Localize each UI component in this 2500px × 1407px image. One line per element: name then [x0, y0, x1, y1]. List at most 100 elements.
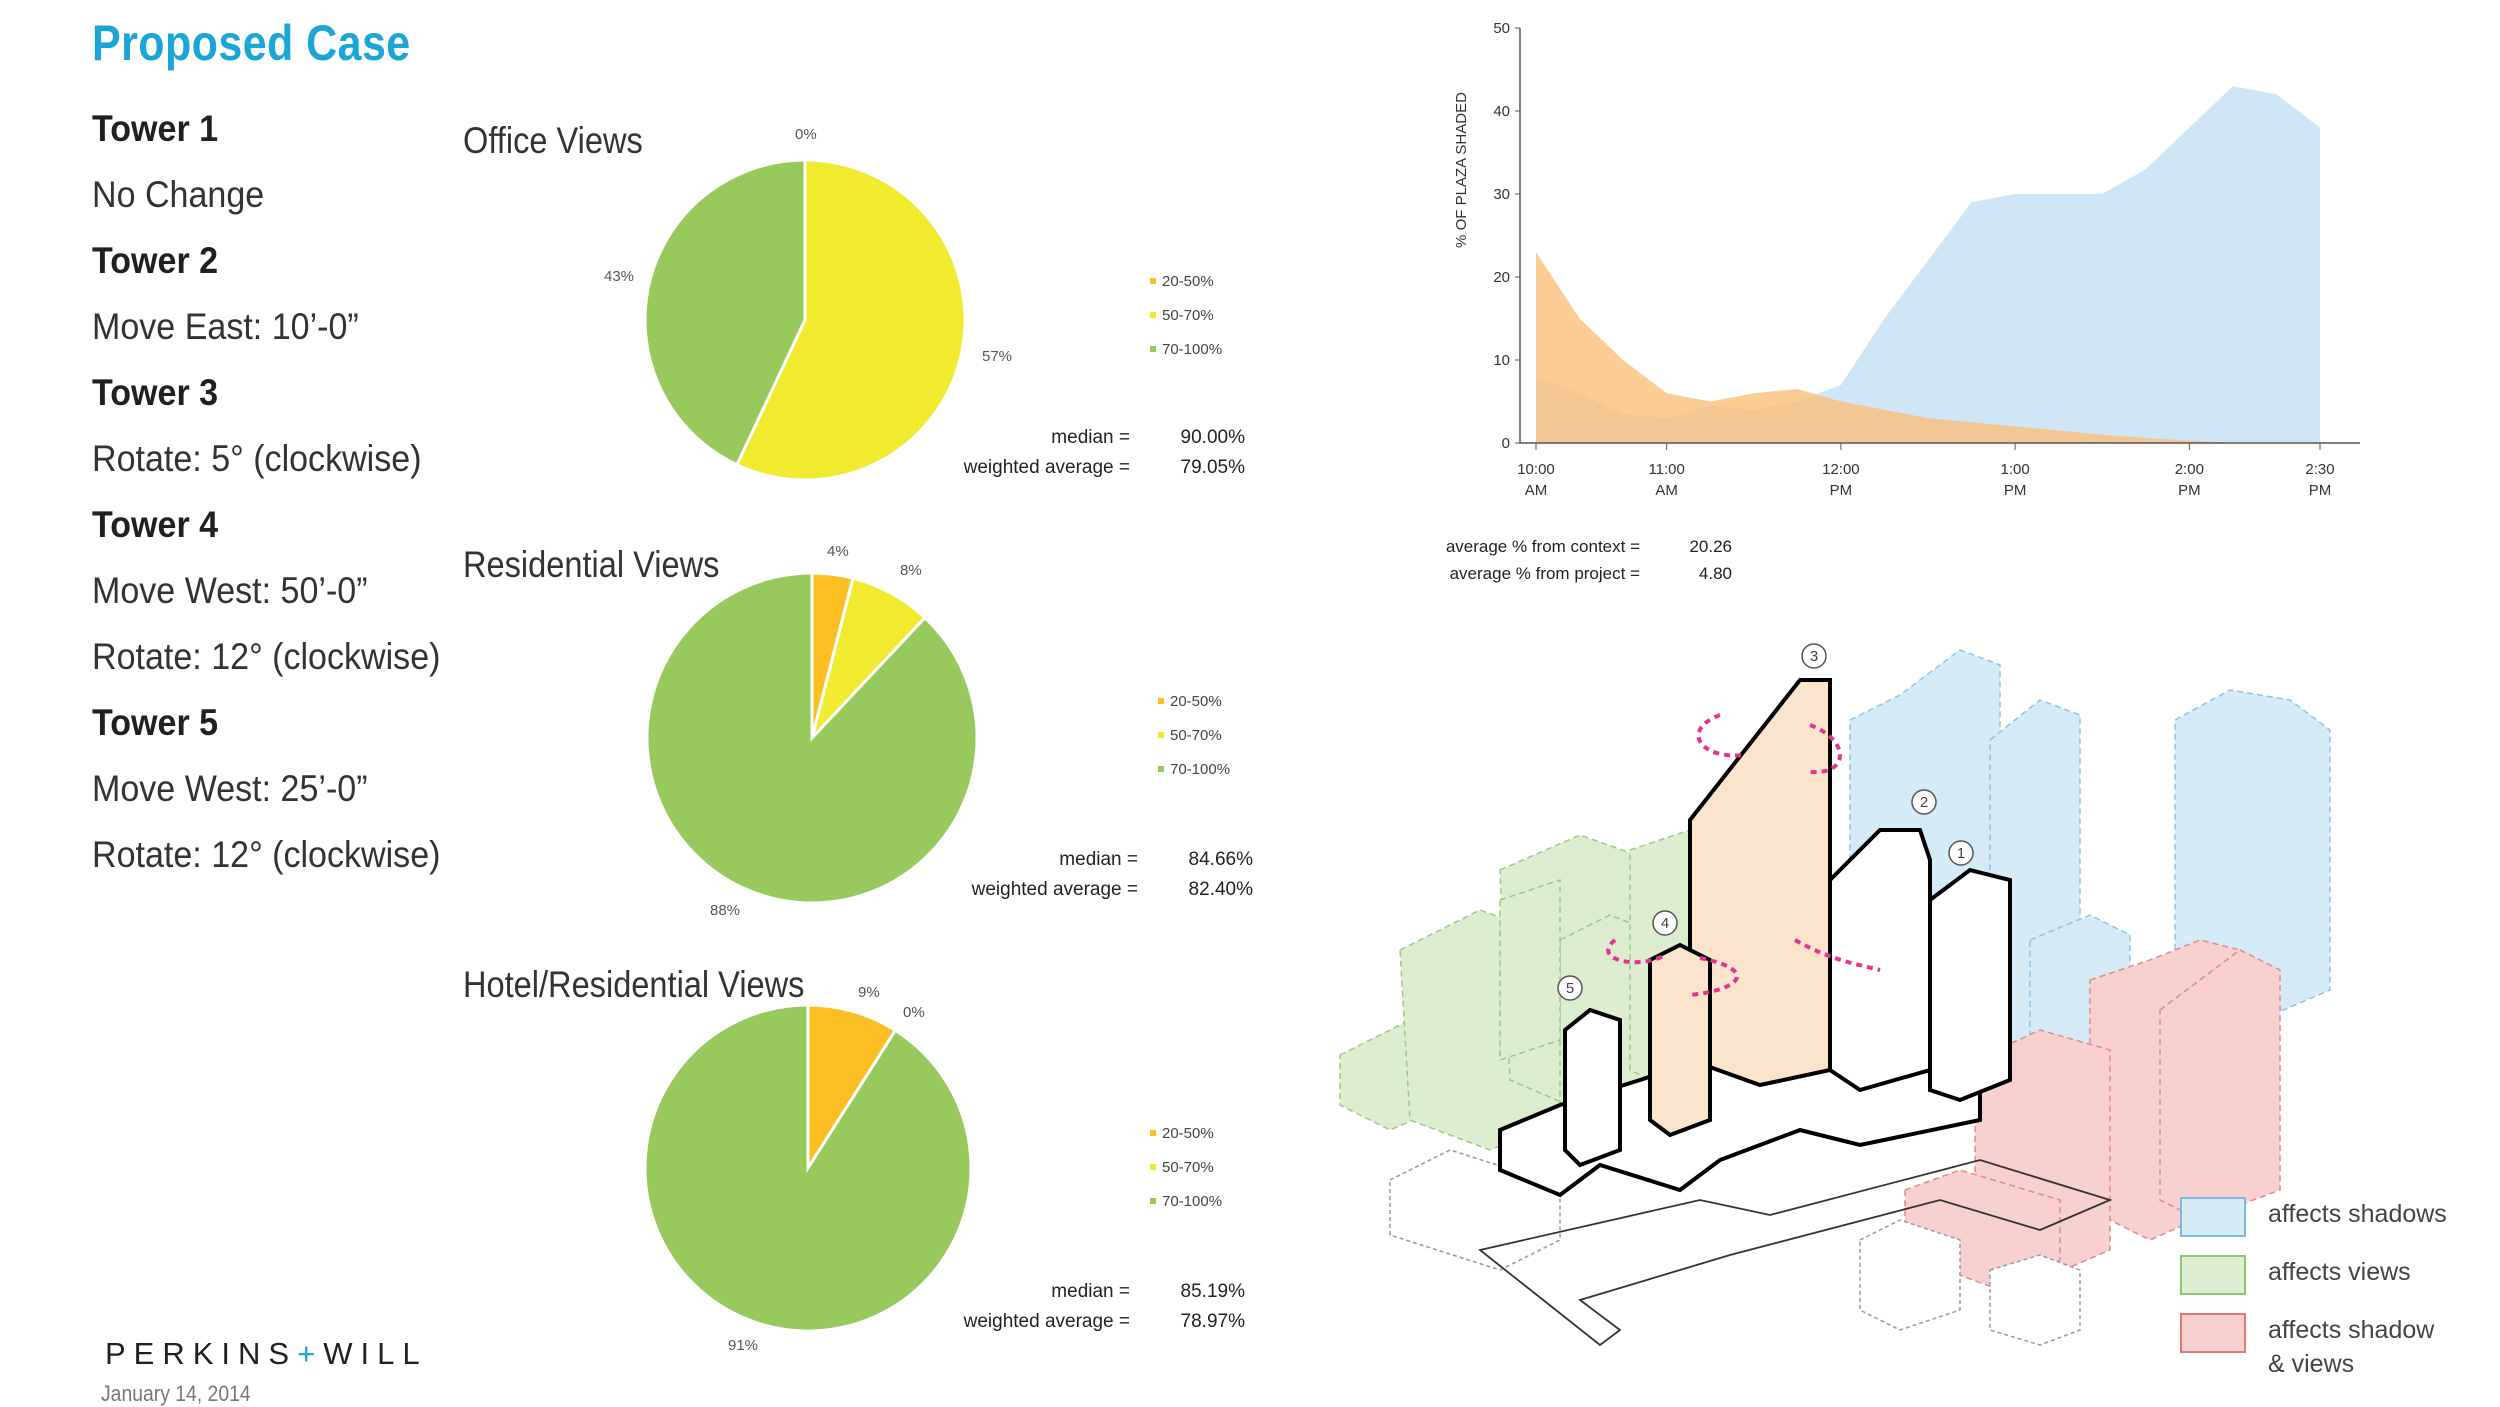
office-views-stats: median = 90.00% weighted average = 79.05%	[910, 427, 1245, 487]
x-tick-label: 1:00	[2001, 461, 2030, 478]
weighted-average-label: weighted average =	[963, 457, 1130, 478]
tower-5-heading: Tower 5	[92, 702, 219, 743]
legend-item-20-50: 20-50%	[1158, 684, 1230, 718]
tower-4-number: 4	[1661, 915, 1669, 932]
plaza-shading-area-chart: 0 10 20 30 40 50 10:00 AM 11:00 AM 12:00 PM 1:00 PM 2:…	[1453, 20, 2360, 499]
x-tick-label: PM	[2004, 482, 2027, 499]
key-affects-views: affects views	[2180, 1255, 2411, 1295]
office-views-pie	[643, 158, 967, 482]
tower-3-change: Rotate: 5° (clockwise)	[92, 438, 422, 479]
tower-2-heading: Tower 2	[92, 240, 219, 281]
weighted-average-label: weighted average =	[963, 1311, 1130, 1332]
residential-pie-label-20-50: 4%	[827, 543, 849, 560]
x-tick-label: PM	[2178, 482, 2201, 499]
hotel-pie-label-20-50: 9%	[858, 984, 880, 1001]
tower-2	[1828, 828, 1932, 1093]
legend-item-50-70: 50-70%	[1150, 298, 1222, 332]
residential-views-title: Residential Views	[463, 544, 720, 585]
pie-slice-50-70%	[734, 158, 967, 482]
tower-1-number: 1	[1957, 845, 1965, 862]
x-tick-label: PM	[2309, 482, 2332, 499]
avg-project-value: 4.80	[1698, 564, 1732, 583]
hotel-pie-label-70-100: 91%	[728, 1337, 759, 1354]
x-tick-label: AM	[1525, 482, 1548, 499]
legend-item-50-70: 50-70%	[1158, 718, 1230, 752]
tower-3-badge	[1801, 643, 1827, 669]
residential-pie-label-50-70: 8%	[900, 562, 922, 579]
avg-context-label: average % from context =	[1445, 537, 1640, 556]
key-affects-shadow-and-views: affects shadow & views	[2180, 1313, 2434, 1381]
legend-item-70-100: 70-100%	[1158, 752, 1230, 786]
residential-pie-legend: 20-50% 50-70% 70-100%	[1158, 684, 1230, 786]
tower-4-heading: Tower 4	[92, 504, 219, 545]
tower-5-change-move: Move West: 25’-0”	[92, 768, 368, 809]
legend-item-20-50: 20-50%	[1150, 264, 1222, 298]
firm-logo: PERKINS+WILL	[105, 1336, 428, 1371]
legend-item-20-50: 20-50%	[1150, 1116, 1222, 1150]
avg-context-value: 20.26	[1689, 537, 1732, 556]
y-tick-label: 30	[1493, 186, 1510, 203]
tower-4	[1648, 942, 1712, 1138]
office-pie-legend: 20-50% 50-70% 70-100%	[1150, 264, 1222, 366]
pie-slice-70-100%	[643, 1003, 973, 1333]
tower-2-badge	[1911, 789, 1937, 815]
pie-slice-20-50%	[806, 1003, 898, 1174]
area-plot: 0 10 20 30 40 50 10:00 AM 11:00 AM 12:00 PM 1:00 PM 2:…	[1493, 20, 2360, 499]
tower-massing-diagram: 1 2 3 4 5	[1339, 643, 2331, 1347]
hotel-median-value: 85.19%	[1180, 1281, 1245, 1302]
hotel-weighted-average-value: 78.97%	[1180, 1311, 1245, 1332]
shadow-and-views-context-buildings	[1904, 939, 2281, 1291]
y-axis-title: % OF PLAZA SHADED	[1453, 92, 1470, 248]
low-rise-context-buildings	[1389, 1149, 2081, 1346]
hotel-pie-label-50-70: 0%	[903, 1004, 925, 1021]
x-tick-label: 12:00	[1822, 461, 1860, 478]
rotation-arrows	[1606, 713, 1881, 997]
residential-median-value: 84.66%	[1188, 849, 1253, 870]
tower-1-heading: Tower 1	[92, 108, 219, 149]
page-title: Proposed Case	[92, 15, 411, 71]
y-tick-label: 10	[1493, 352, 1510, 369]
x-tick-label: 2:00	[2175, 461, 2204, 478]
area-series-1	[1536, 252, 2320, 443]
tower-3-number: 3	[1810, 648, 1818, 665]
legend-item-70-100: 70-100%	[1150, 332, 1222, 366]
office-pie-label-70-100: 43%	[604, 268, 635, 285]
hotel-residential-views-title: Hotel/Residential Views	[463, 964, 805, 1005]
tower-3-heading: Tower 3	[92, 372, 219, 413]
x-tick-label: 10:00	[1517, 461, 1555, 478]
tower-4-badge	[1652, 910, 1678, 936]
office-median-value: 90.00%	[1180, 427, 1245, 448]
residential-weighted-average-value: 82.40%	[1188, 879, 1253, 900]
date-label: January 14, 2014	[101, 1381, 251, 1406]
x-tick-label: 11:00	[1648, 461, 1684, 478]
pie-slice-70-100%	[643, 158, 807, 467]
y-tick-label: 20	[1493, 269, 1510, 286]
tower-2-number: 2	[1920, 794, 1928, 811]
office-weighted-average-value: 79.05%	[1180, 457, 1245, 478]
shading-averages: average % from context = 20.26 average % …	[1425, 537, 1732, 591]
key-affects-shadows: affects shadows	[2180, 1197, 2447, 1237]
office-pie-label-50-70: 57%	[982, 348, 1013, 365]
tower-2-change: Move East: 10’-0”	[92, 306, 359, 347]
tower-1-badge	[1948, 840, 1974, 866]
residential-pie-label-70-100: 88%	[710, 902, 741, 919]
median-label: median =	[1051, 1281, 1130, 1302]
legend-item-50-70: 50-70%	[1150, 1150, 1222, 1184]
tower-5	[1563, 1007, 1622, 1168]
area-series-0	[1536, 86, 2320, 443]
y-tick-label: 50	[1493, 20, 1510, 37]
y-tick-label: 0	[1502, 435, 1510, 452]
office-pie-label-20-50: 0%	[795, 126, 817, 143]
pie-slice-70-100%	[645, 571, 979, 905]
legend-item-70-100: 70-100%	[1150, 1184, 1222, 1218]
residential-views-pie	[645, 571, 979, 905]
x-tick-label: PM	[1830, 482, 1853, 499]
tower-4-change-move: Move West: 50’-0”	[92, 570, 368, 611]
tower-4-change-rotate: Rotate: 12° (clockwise)	[92, 636, 441, 677]
hotel-residential-views-stats: median = 85.19% weighted average = 78.97%	[910, 1281, 1245, 1341]
tower-5-change-rotate: Rotate: 12° (clockwise)	[92, 834, 441, 875]
avg-project-label: average % from project =	[1449, 564, 1640, 583]
y-tick-label: 40	[1493, 103, 1510, 120]
tower-5-badge	[1557, 975, 1583, 1001]
median-label: median =	[1051, 427, 1130, 448]
